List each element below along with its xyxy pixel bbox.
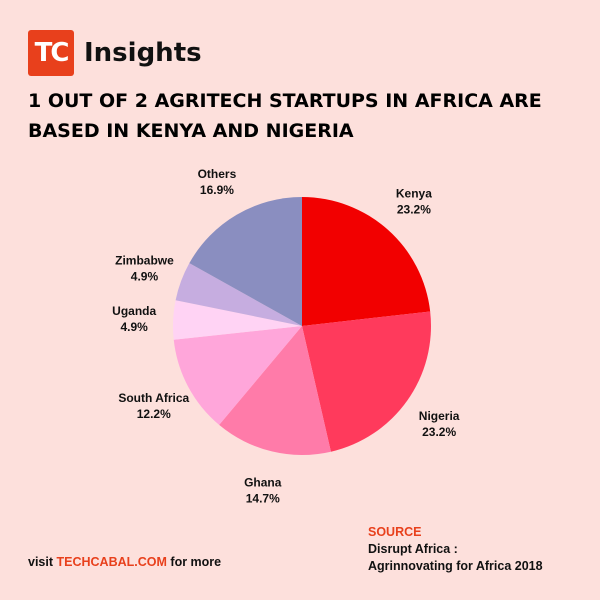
pie-slice-zimbabwe xyxy=(175,263,302,326)
slice-value-zimbabwe: 4.9% xyxy=(131,270,159,284)
slice-label-uganda: Uganda xyxy=(112,304,156,318)
slice-value-south-africa: 12.2% xyxy=(137,407,171,421)
brand-name: Insights xyxy=(84,38,202,68)
source-title: SOURCE xyxy=(368,525,422,539)
slice-value-ghana: 14.7% xyxy=(246,491,280,505)
slice-label-others: Others xyxy=(198,167,237,181)
brand: TC Insights xyxy=(28,30,202,76)
slice-label-south-africa: South Africa xyxy=(118,391,189,405)
chart-title: 1 OUT OF 2 AGRITECH STARTUPS IN AFRICA A… xyxy=(28,86,578,146)
pie-slice-others xyxy=(189,197,302,326)
source-block: SOURCE Disrupt Africa : Agrinnovating fo… xyxy=(368,524,543,575)
pie-slice-kenya xyxy=(302,196,431,326)
slice-value-nigeria: 23.2% xyxy=(422,425,456,439)
visit-link[interactable]: TECHCABAL.COM xyxy=(56,555,167,569)
source-line-2: Agrinnovating for Africa 2018 xyxy=(368,559,543,573)
pie-slice-south-africa xyxy=(173,326,302,425)
techcabal-logo: TC xyxy=(28,30,74,76)
slice-label-zimbabwe: Zimbabwe xyxy=(115,254,174,268)
chart-title-line-2: BASED IN KENYA AND NIGERIA xyxy=(28,120,354,142)
pie-slice-ghana xyxy=(219,326,331,456)
slice-label-nigeria: Nigeria xyxy=(419,409,460,423)
visit-suffix: for more xyxy=(170,555,222,569)
visit-footer: visit TECHCABAL.COM for more xyxy=(28,555,221,569)
chart-title-line-1: 1 OUT OF 2 AGRITECH STARTUPS IN AFRICA A… xyxy=(28,90,542,112)
slice-value-others: 16.9% xyxy=(200,183,234,197)
slice-label-kenya: Kenya xyxy=(396,187,432,201)
slice-label-ghana: Ghana xyxy=(244,475,282,489)
pie-slice-uganda xyxy=(173,300,302,340)
source-line-1: Disrupt Africa : xyxy=(368,542,458,556)
visit-prefix: visit xyxy=(28,555,54,569)
slice-value-uganda: 4.9% xyxy=(121,320,149,334)
slice-value-kenya: 23.2% xyxy=(397,203,431,217)
pie-slice-nigeria xyxy=(302,311,431,452)
